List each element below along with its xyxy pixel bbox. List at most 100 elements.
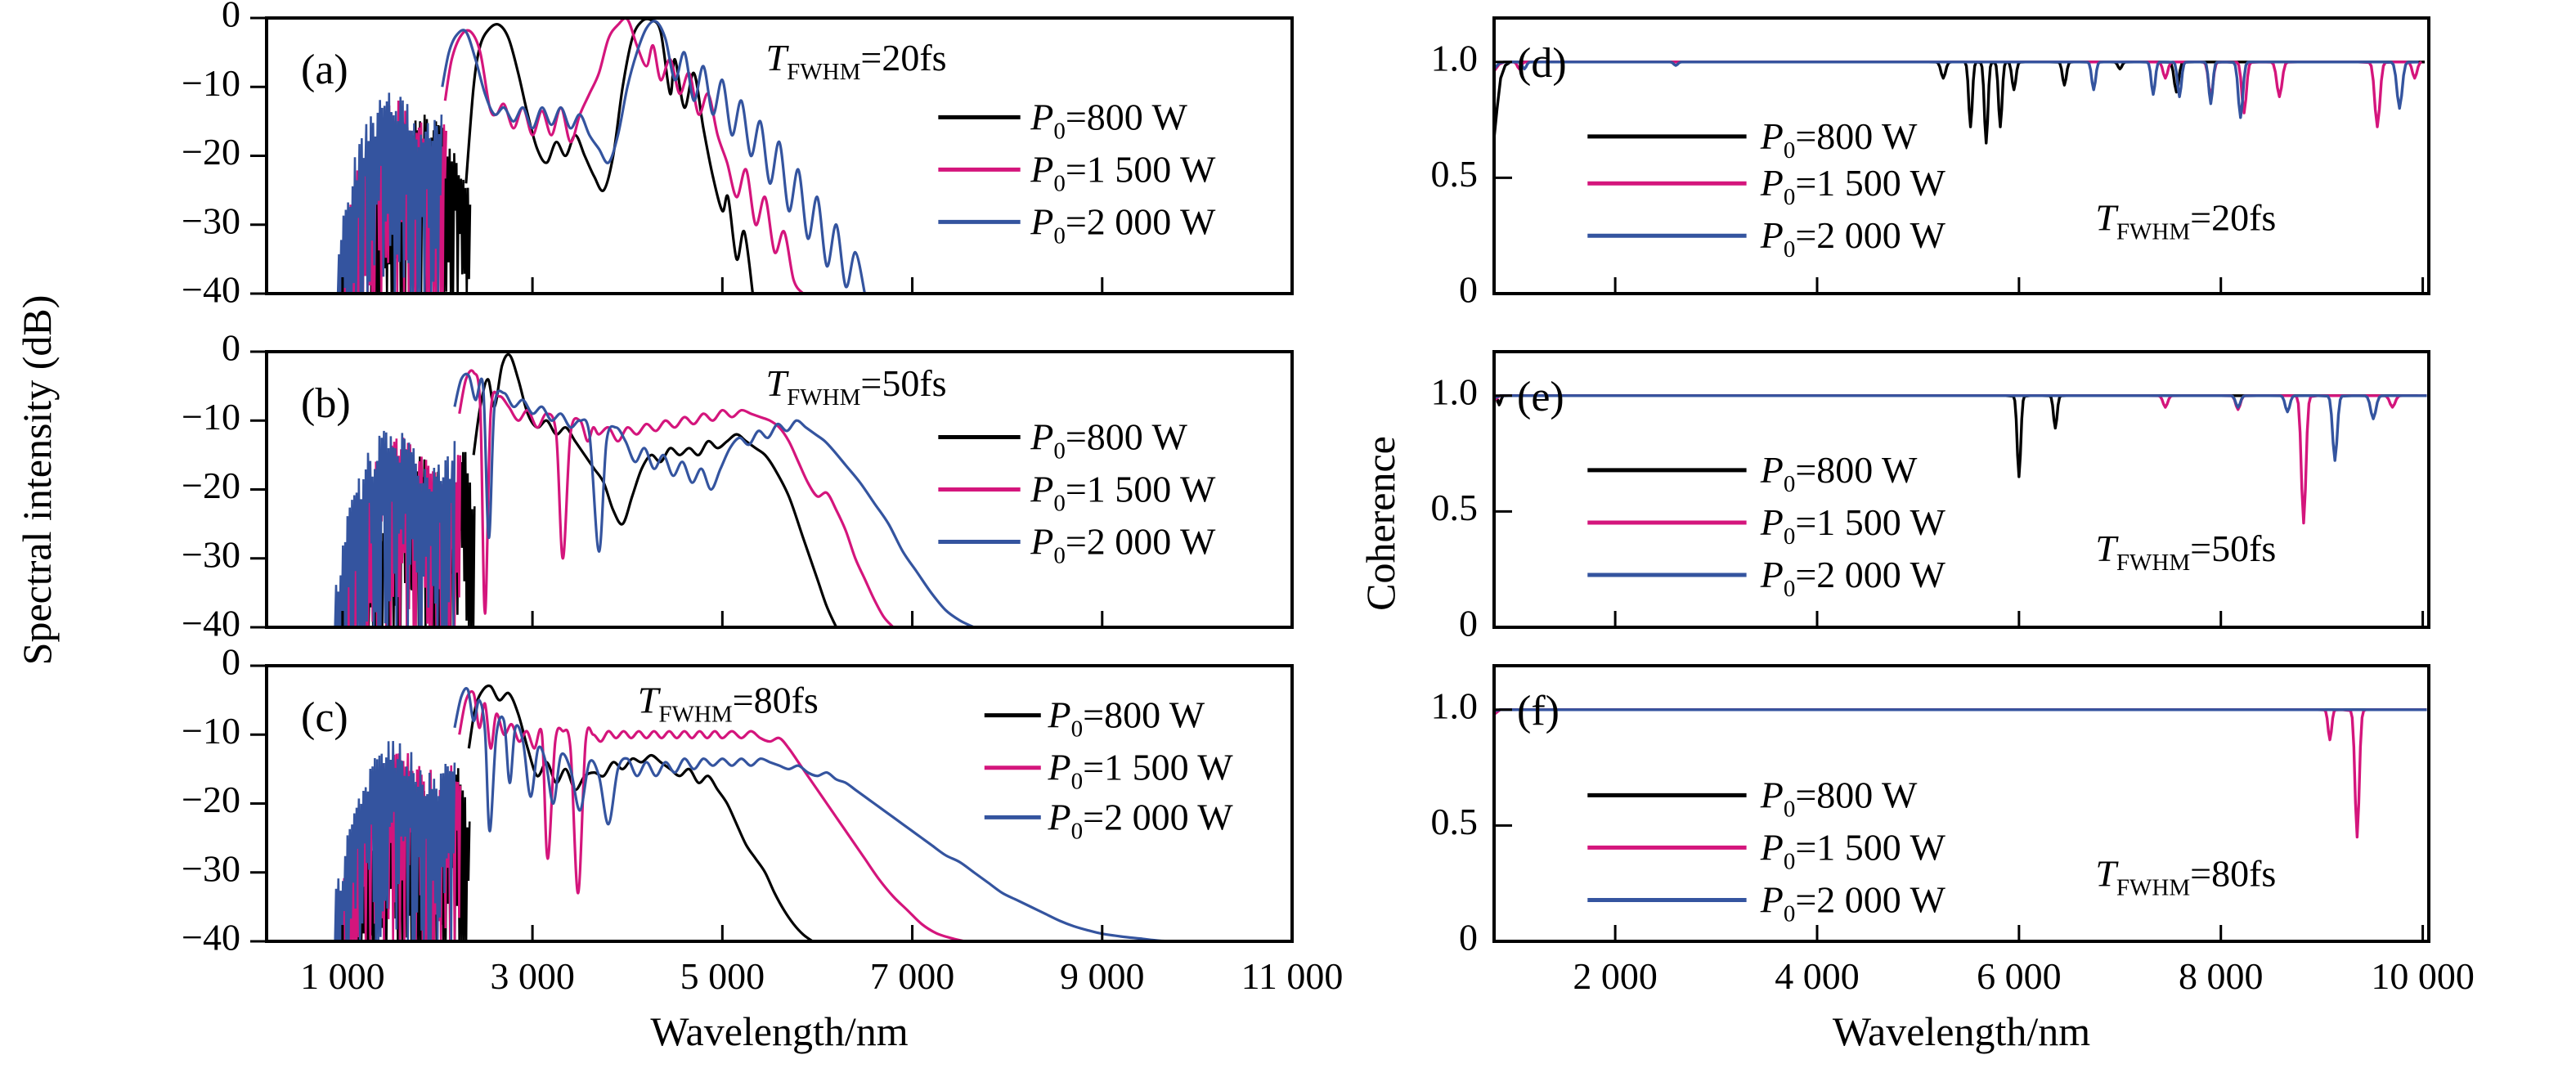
legend-f: P0=800 WP0=1 500 WP0=2 000 W — [1587, 774, 1945, 927]
y-tick-label: −20 — [182, 779, 240, 820]
coherence-curve-p1500 — [1496, 708, 2427, 839]
fwhm-title-d: TFWHM=20fs — [2095, 196, 2276, 245]
legend-label-p800: P0=800 W — [1030, 96, 1187, 144]
y-tick-label: 0 — [222, 327, 240, 369]
legend-c: P0=800 WP0=1 500 WP0=2 000 W — [984, 694, 1234, 844]
legend-label-p1500: P0=1 500 W — [1760, 162, 1946, 210]
noise-band-p2000 — [334, 430, 456, 626]
y-tick-label: 0 — [1459, 603, 1478, 644]
legend-e: P0=800 WP0=1 500 WP0=2 000 W — [1587, 449, 1945, 602]
x-tick-label: 4 000 — [1775, 955, 1860, 997]
panel-d: 0 0.5 1.0 (d) TFWHM=20fs P0=800 WP0=1 500 WP0… — [1431, 16, 2430, 311]
legend-label-p2000: P0=2 000 W — [1760, 214, 1946, 263]
panel-letter-b: (b) — [301, 380, 351, 427]
legend-b: P0=800 W P0=1 500 WP0=2 000 W — [938, 415, 1216, 569]
legend-label-p800: P0=800 W — [1760, 115, 1918, 164]
y-tick-label: 1.0 — [1431, 370, 1479, 412]
legend-label-p2000: P0=2 000 W — [1030, 200, 1216, 249]
spectrum-curve-p1500 — [458, 369, 894, 626]
fwhm-title-e: TFWHM=50fs — [2095, 528, 2276, 576]
y-tick-label: 0.5 — [1431, 153, 1479, 195]
right-y-axis-title: Coherence — [1358, 436, 1403, 611]
legend-label-p2000: P0=2 000 W — [1760, 878, 1946, 927]
y-tick-label: −30 — [182, 533, 240, 575]
y-tick-label: −40 — [182, 603, 240, 644]
legend-d: P0=800 WP0=1 500 WP0=2 000 W — [1587, 115, 1945, 263]
fwhm-title-a: TFWHM=20fs — [766, 37, 947, 85]
panel-letter-f: (f) — [1517, 688, 1560, 734]
x-tick-label: 1 000 — [300, 955, 385, 997]
y-tick-label: 1.0 — [1431, 37, 1479, 79]
spectrum-curve-p2000 — [453, 372, 974, 626]
legend-label-p1500: P0=1 500 W — [1760, 826, 1946, 874]
legend-label-p800: P0=800 W — [1760, 449, 1918, 497]
right-x-axis-title: Wavelength/nm — [1833, 1008, 2090, 1054]
panel-frame-d — [1492, 16, 2430, 295]
plot-area-b — [334, 353, 974, 626]
spectrum-curve-p1500 — [458, 689, 963, 940]
panel-frame-e — [1492, 350, 2430, 629]
x-tick-label: 6 000 — [1977, 955, 2062, 997]
legend-label-p2000: P0=2 000 W — [1760, 554, 1946, 602]
panel-e: 0 0.5 1.0 (e) TFWHM=50fs P0=800 WP0=1 500 WP0… — [1431, 350, 2430, 644]
legend-label-p2000: P0=2 000 W — [1048, 796, 1234, 844]
y-tick-label: −10 — [182, 710, 240, 752]
y-tick-label: −10 — [182, 396, 240, 438]
legend-label-p800: P0=800 W — [1048, 694, 1205, 743]
y-tick-label: 0.5 — [1431, 487, 1479, 528]
panel-b: 0 −10 −20 −30 −40 (b) TFWHM=50fs P0=800 W P0=1 5… — [182, 327, 1294, 644]
x-tick-label: 9 000 — [1060, 955, 1145, 997]
coherence-curve-p2000 — [1496, 394, 2427, 462]
x-tick-label: 10 000 — [2371, 955, 2475, 997]
coherence-curve-p800 — [1496, 61, 2426, 145]
legend-label-p1500: P0=1 500 W — [1048, 747, 1234, 795]
spectrum-curve-p800 — [472, 353, 837, 626]
plot-area-c — [334, 684, 1165, 940]
axis-labels: Spectral intensity (dB) Coherence Waveleng… — [14, 295, 2090, 1054]
noise-band-p2000 — [334, 741, 456, 940]
x-tick-label: 11 000 — [1241, 955, 1344, 997]
panel-c: 1 000 3 000 5 000 7 000 9 000 11 000 0 −10 −20 −3… — [182, 641, 1343, 997]
panel-f: 2 000 4 000 6 000 8 000 10 000 0 0.5 1.0 (f) TFWH… — [1431, 664, 2475, 997]
coherence-curve-p1500 — [1496, 394, 2427, 525]
y-tick-label: −30 — [182, 847, 240, 889]
fwhm-title-c: TFWHM=80fs — [638, 679, 819, 727]
spectrum-curve-p800 — [467, 684, 813, 940]
legend-label-p1500: P0=1 500 W — [1030, 148, 1216, 196]
x-tick-label: 5 000 — [680, 955, 765, 997]
plot-area-f — [1496, 708, 2427, 839]
panel-letter-e: (e) — [1517, 374, 1564, 420]
plot-area-d — [1496, 61, 2426, 145]
x-tick-label: 8 000 — [2179, 955, 2264, 997]
fwhm-title-f: TFWHM=80fs — [2095, 853, 2276, 901]
left-x-axis-title: Wavelength/nm — [650, 1008, 908, 1054]
y-tick-label: −40 — [182, 917, 240, 959]
y-tick-label: −30 — [182, 200, 240, 241]
legend-a: P0=800 WP0=1 500 WP0=2 000 W — [938, 96, 1216, 249]
y-tick-label: 0 — [222, 0, 240, 35]
panel-letter-a: (a) — [301, 47, 348, 93]
spectrum-curve-p2000 — [453, 687, 1165, 940]
coherence-curve-p2000 — [1496, 61, 2419, 119]
y-tick-label: −10 — [182, 62, 240, 104]
left-y-axis-title: Spectral intensity (dB) — [14, 295, 60, 666]
y-tick-label: 1.0 — [1431, 685, 1479, 726]
y-tick-label: 0 — [1459, 269, 1478, 311]
fwhm-title-b: TFWHM=50fs — [766, 362, 947, 411]
panel-a: 0 −10 −20 −30 −40 (a) TFWHM=20fs P0=800 WP0=1 5… — [182, 0, 1294, 311]
spectrum-curve-p800 — [464, 20, 754, 292]
plot-area-e — [1496, 394, 2427, 525]
y-tick-label: −20 — [182, 131, 240, 173]
plot-area-a — [336, 20, 866, 292]
y-tick-label: −20 — [182, 465, 240, 506]
legend-label-p1500: P0=1 500 W — [1760, 501, 1946, 550]
coherence-curve-p2000 — [1496, 708, 2427, 712]
y-tick-label: 0 — [222, 641, 240, 683]
x-tick-label: 7 000 — [870, 955, 955, 997]
spectrum-curve-p1500 — [443, 20, 804, 292]
panel-frame-f — [1492, 664, 2430, 943]
panel-letter-d: (d) — [1517, 40, 1567, 87]
y-tick-label: 0.5 — [1431, 801, 1479, 842]
